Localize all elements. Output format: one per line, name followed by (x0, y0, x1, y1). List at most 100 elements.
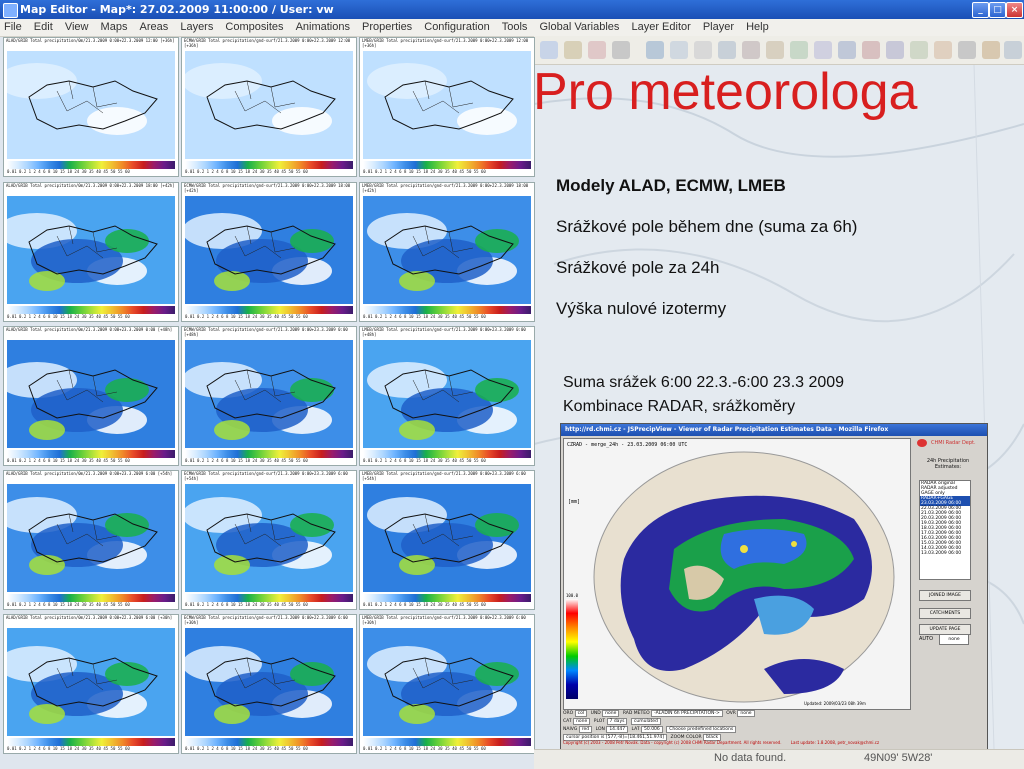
radar-scale-top: 100.0 (566, 593, 579, 598)
menu-configuration[interactable]: Configuration (424, 21, 490, 33)
legend-ticks: 0.01 0.2 1 2 4 6 8 10 15 18 24 30 35 40 … (7, 602, 130, 607)
plot-label: PLOT (593, 719, 606, 724)
list-item-selected[interactable]: RADAR+GAGE (920, 496, 970, 501)
list-item[interactable]: 17.03.2009 06:00 (921, 531, 962, 536)
list-item[interactable]: RADAR original (921, 481, 955, 486)
menu-file[interactable]: File (4, 21, 22, 33)
settings-icon[interactable] (910, 41, 928, 59)
grid-lines-icon[interactable] (766, 41, 784, 59)
forecast-tile[interactable]: ALAD/GRIB Total precipitation/0m/21.3.20… (3, 614, 179, 754)
radar-caption-line1: Suma srážek 6:00 22.3.-6:00 23.3 2009 (563, 374, 845, 391)
maximize-button[interactable]: □ (989, 2, 1006, 18)
film-icon[interactable] (612, 41, 630, 59)
precipitation-legend (363, 738, 531, 746)
catchments-button[interactable]: CATCHMENTS (919, 608, 971, 619)
precipitation-map (363, 484, 531, 592)
tile-header: ECMW/GRIB Total precipitation/gnd-surf/2… (182, 615, 356, 628)
ovr-label: OVR (726, 711, 736, 716)
menu-layer-editor[interactable]: Layer Editor (631, 21, 691, 33)
forecast-tile[interactable]: ALAD/GRIB Total precipitation/0m/21.3.20… (3, 470, 179, 610)
list-item[interactable]: 14.03.2009 06:00 (921, 546, 962, 551)
forecast-tile[interactable]: ECMW/GRIB Total precipitation/gnd-surf/2… (181, 182, 357, 322)
forecast-tile[interactable]: ECMW/GRIB Total precipitation/gnd-surf/2… (181, 37, 357, 177)
menu-edit[interactable]: Edit (33, 21, 53, 33)
bullet-zero-isotherm: Výška nulové izotermy (556, 299, 727, 318)
meteo-select[interactable]: -ALADIN 6h PRECIPITATION-> (651, 710, 723, 717)
oro-select[interactable]: col (574, 710, 588, 717)
crop-icon[interactable] (718, 41, 736, 59)
grid-icon[interactable] (670, 41, 688, 59)
lock-icon[interactable] (886, 41, 904, 59)
search-icon[interactable] (1004, 41, 1022, 59)
marker-icon[interactable] (958, 41, 976, 59)
lon-field[interactable]: 14.447 (606, 726, 629, 733)
menu-help[interactable]: Help (746, 21, 769, 33)
list-item[interactable]: 21.03.2009 06:00 (921, 511, 962, 516)
auto-select[interactable]: none (939, 634, 969, 645)
menu-global-variables[interactable]: Global Variables (539, 21, 620, 33)
list-item[interactable]: 13.03.2009 06:00 (921, 551, 962, 556)
forecast-tile[interactable]: LMEB/GRIB Total precipitation/gnd-surf/2… (359, 326, 535, 466)
contour-icon[interactable] (814, 41, 832, 59)
und-select[interactable]: none (602, 710, 620, 717)
radar-map-panel[interactable]: CZRAD - merge_24h - 23.03.2009 06:00 UTC… (563, 438, 911, 710)
joined-image-button[interactable]: JOINED IMAGE (919, 590, 971, 601)
list-item[interactable]: 18.03.2009 06:00 (921, 526, 962, 531)
forecast-tile[interactable]: ECMW/GRIB Total precipitation/gnd-surf/2… (181, 326, 357, 466)
plot-select[interactable]: 7 days (606, 718, 628, 725)
menu-properties[interactable]: Properties (362, 21, 413, 33)
forecast-tile[interactable]: ECMW/GRIB Total precipitation/gnd-surf/2… (181, 470, 357, 610)
pan-icon[interactable] (838, 41, 856, 59)
menu-layers[interactable]: Layers (180, 21, 214, 33)
menu-areas[interactable]: Areas (139, 21, 169, 33)
list-item-selected[interactable]: 23.03.2009 06:00 (920, 501, 970, 506)
scissors-icon[interactable] (790, 41, 808, 59)
naivg-select[interactable]: red (578, 726, 593, 733)
forecast-tile[interactable]: ALAD/GRIB Total precipitation/0m/21.3.20… (3, 182, 179, 322)
forecast-tile[interactable]: ALAD/GRIB Total precipitation/0m/21.3.20… (3, 37, 179, 177)
radar-updated: Updated: 2009/03/23 08h 39m (804, 701, 866, 706)
list-item[interactable]: GAGE only (921, 491, 945, 496)
cumulated-select[interactable]: cumulated (630, 718, 661, 725)
menu-animations[interactable]: Animations (295, 21, 350, 33)
pin-icon[interactable] (862, 41, 880, 59)
list-item[interactable]: 22.03.2009 06:00 (921, 506, 962, 511)
precipitation-map (7, 484, 175, 592)
legend-ticks: 0.01 0.2 1 2 4 6 8 10 15 18 24 30 35 40 … (185, 458, 308, 463)
ovr-select[interactable]: none (737, 710, 755, 717)
cat-select[interactable]: none (573, 718, 591, 725)
zoom-color-select[interactable]: black (703, 734, 722, 741)
forecast-tile[interactable]: LMEB/GRIB Total precipitation/gnd-surf/2… (359, 614, 535, 754)
forecast-tile[interactable]: LMEB/GRIB Total precipitation/gnd-surf/2… (359, 182, 535, 322)
palette-icon[interactable] (588, 41, 606, 59)
list-item[interactable]: 16.03.2009 06:00 (921, 536, 962, 541)
zoom-icon[interactable] (742, 41, 760, 59)
layer-icon[interactable] (646, 41, 664, 59)
select-icon[interactable] (694, 41, 712, 59)
menu-maps[interactable]: Maps (100, 21, 128, 33)
minimize-button[interactable]: _ (972, 2, 989, 18)
control-row-3: NAIVG red LON 14.447 LAT 50.006 Choose p… (563, 726, 738, 734)
menu-view[interactable]: View (64, 21, 89, 33)
menu-player[interactable]: Player (702, 21, 735, 33)
forecast-tile[interactable]: LMEB/GRIB Total precipitation/gnd-surf/2… (359, 470, 535, 610)
measure-icon[interactable] (934, 41, 952, 59)
forecast-tile[interactable]: ECMW/GRIB Total precipitation/gnd-surf/2… (181, 614, 357, 754)
menu-composites[interactable]: Composites (225, 21, 284, 33)
precipitation-legend (185, 594, 353, 602)
close-button[interactable]: × (1006, 2, 1023, 18)
oro-label: ORO (563, 711, 574, 716)
menu-tools[interactable]: Tools (501, 21, 528, 33)
document-icon[interactable] (564, 41, 582, 59)
list-item[interactable]: RADAR adjusted (921, 486, 958, 491)
list-item[interactable]: 20.03.2009 06:00 (921, 516, 962, 521)
forecast-tile[interactable]: ALAD/GRIB Total precipitation/0m/21.3.20… (3, 326, 179, 466)
list-item[interactable]: 15.03.2009 06:00 (921, 541, 962, 546)
forecast-tile[interactable]: LMEB/GRIB Total precipitation/gnd-surf/2… (359, 37, 535, 177)
edit-icon[interactable] (540, 41, 558, 59)
list-item[interactable]: 19.03.2009 06:00 (921, 521, 962, 526)
lat-field[interactable]: 50.006 (641, 726, 663, 733)
tools-icon[interactable] (982, 41, 1000, 59)
location-select[interactable]: Choose predefined locations (666, 726, 737, 733)
estimate-list[interactable]: RADAR original RADAR adjusted GAGE only … (919, 480, 971, 580)
